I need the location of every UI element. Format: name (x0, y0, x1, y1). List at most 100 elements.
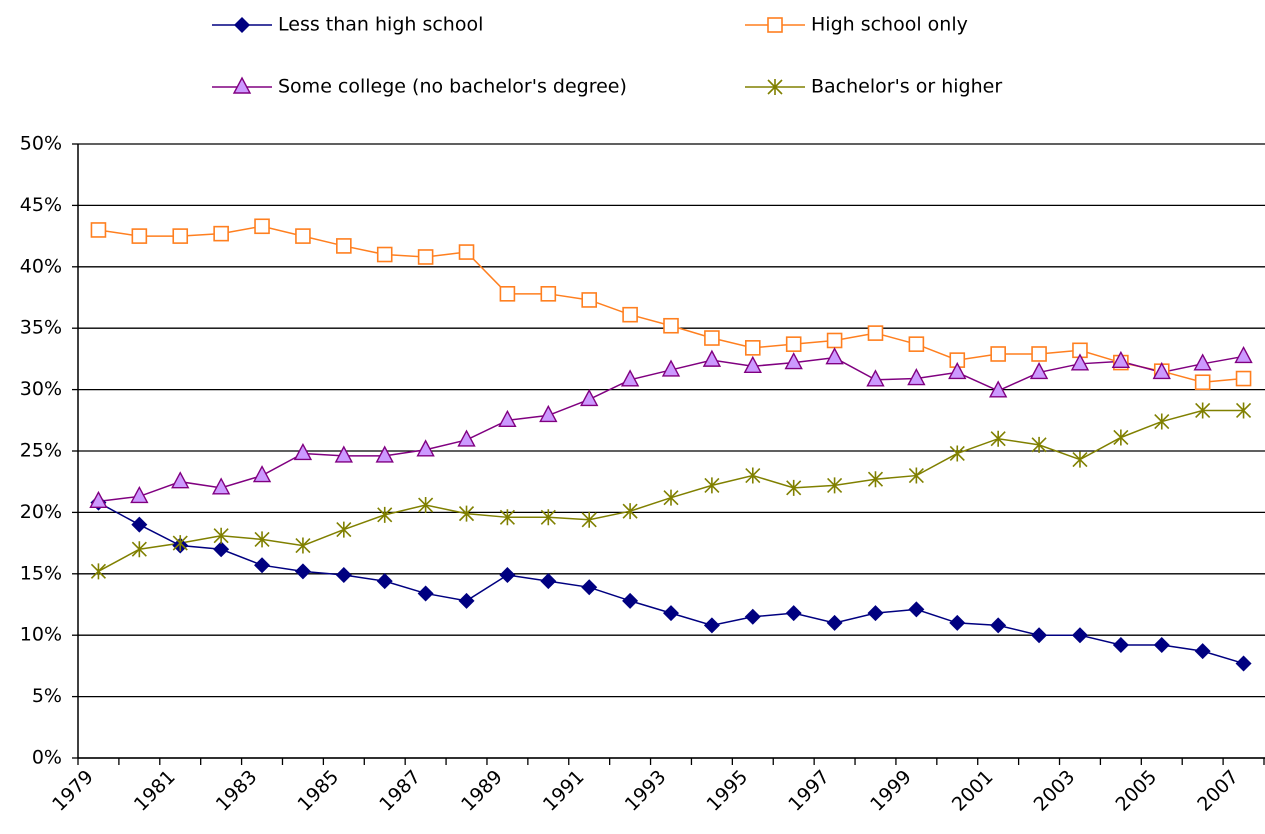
marker (767, 17, 783, 33)
marker (663, 605, 679, 622)
marker (499, 567, 516, 584)
marker (1234, 345, 1253, 364)
marker (1194, 643, 1211, 660)
marker (744, 608, 761, 625)
marker (89, 490, 108, 509)
marker (949, 445, 965, 462)
marker (1153, 637, 1170, 654)
marker (458, 505, 475, 522)
legend-label: High school only (811, 14, 968, 36)
marker (131, 541, 147, 558)
marker (458, 244, 475, 260)
marker (130, 485, 149, 504)
marker (785, 336, 802, 352)
marker (295, 228, 311, 244)
marker (1194, 374, 1211, 391)
marker (581, 511, 597, 528)
x-tick-label: 1981 (130, 766, 180, 816)
marker (213, 541, 230, 558)
marker (498, 409, 517, 427)
marker (499, 286, 516, 302)
marker (1031, 436, 1047, 453)
marker (90, 222, 107, 238)
marker (293, 442, 313, 461)
marker (213, 527, 229, 544)
marker (990, 617, 1007, 634)
marker (1070, 353, 1090, 371)
marker (867, 325, 884, 341)
marker (867, 605, 884, 622)
marker (989, 380, 1008, 398)
marker (581, 579, 598, 596)
marker (1111, 350, 1131, 369)
marker (457, 429, 476, 447)
marker (213, 225, 229, 242)
marker (1031, 346, 1047, 362)
marker (540, 573, 557, 590)
marker (295, 537, 311, 554)
marker (131, 228, 148, 244)
marker (990, 430, 1006, 447)
y-tick-label: 0% (32, 747, 62, 769)
x-tick-label: 1991 (539, 766, 589, 816)
y-tick-label: 50% (20, 133, 62, 155)
marker (826, 332, 843, 349)
marker (1152, 361, 1171, 380)
x-tick-label: 1987 (375, 766, 425, 816)
y-tick-label: 30% (20, 378, 62, 400)
marker (1193, 353, 1212, 371)
marker (335, 567, 352, 584)
marker (703, 617, 720, 634)
marker (1072, 451, 1088, 468)
marker (417, 585, 434, 602)
marker (334, 445, 353, 463)
marker (172, 228, 189, 244)
marker (661, 359, 681, 377)
marker (1031, 627, 1048, 644)
marker (1235, 402, 1252, 419)
series-line (98, 225, 1244, 383)
marker (745, 467, 761, 484)
marker (376, 573, 393, 590)
marker (172, 535, 188, 552)
marker (1154, 413, 1170, 430)
marker (785, 605, 802, 622)
marker (252, 465, 272, 483)
y-tick-label: 25% (20, 440, 62, 462)
x-tick-label: 1989 (457, 766, 507, 816)
x-tick-label: 2001 (948, 766, 998, 816)
marker (1235, 370, 1252, 387)
marker (1112, 637, 1129, 654)
marker (622, 592, 639, 609)
marker (540, 509, 556, 526)
marker (254, 218, 270, 235)
marker (907, 368, 926, 386)
marker (866, 369, 885, 387)
legend-label: Some college (no bachelor's degree) (278, 76, 627, 98)
marker (294, 563, 311, 580)
x-tick-label: 1979 (48, 766, 98, 816)
marker (908, 336, 925, 352)
marker (417, 249, 434, 265)
marker (948, 361, 967, 380)
marker (1029, 361, 1049, 380)
marker (375, 445, 394, 463)
marker (1195, 402, 1211, 419)
x-tick-label: 1983 (212, 766, 262, 816)
marker (702, 349, 722, 367)
marker (743, 355, 762, 373)
y-tick-label: 40% (20, 255, 62, 277)
marker (908, 467, 924, 484)
marker (539, 404, 558, 423)
marker (908, 601, 925, 618)
marker (826, 614, 843, 631)
series-line (98, 501, 1244, 665)
legend-label: Less than high school (278, 14, 483, 36)
marker (211, 477, 231, 495)
marker (131, 516, 148, 533)
marker (336, 521, 352, 538)
x-tick-label: 1993 (621, 766, 671, 816)
marker (336, 238, 352, 254)
marker (1113, 429, 1129, 446)
marker (827, 477, 843, 494)
